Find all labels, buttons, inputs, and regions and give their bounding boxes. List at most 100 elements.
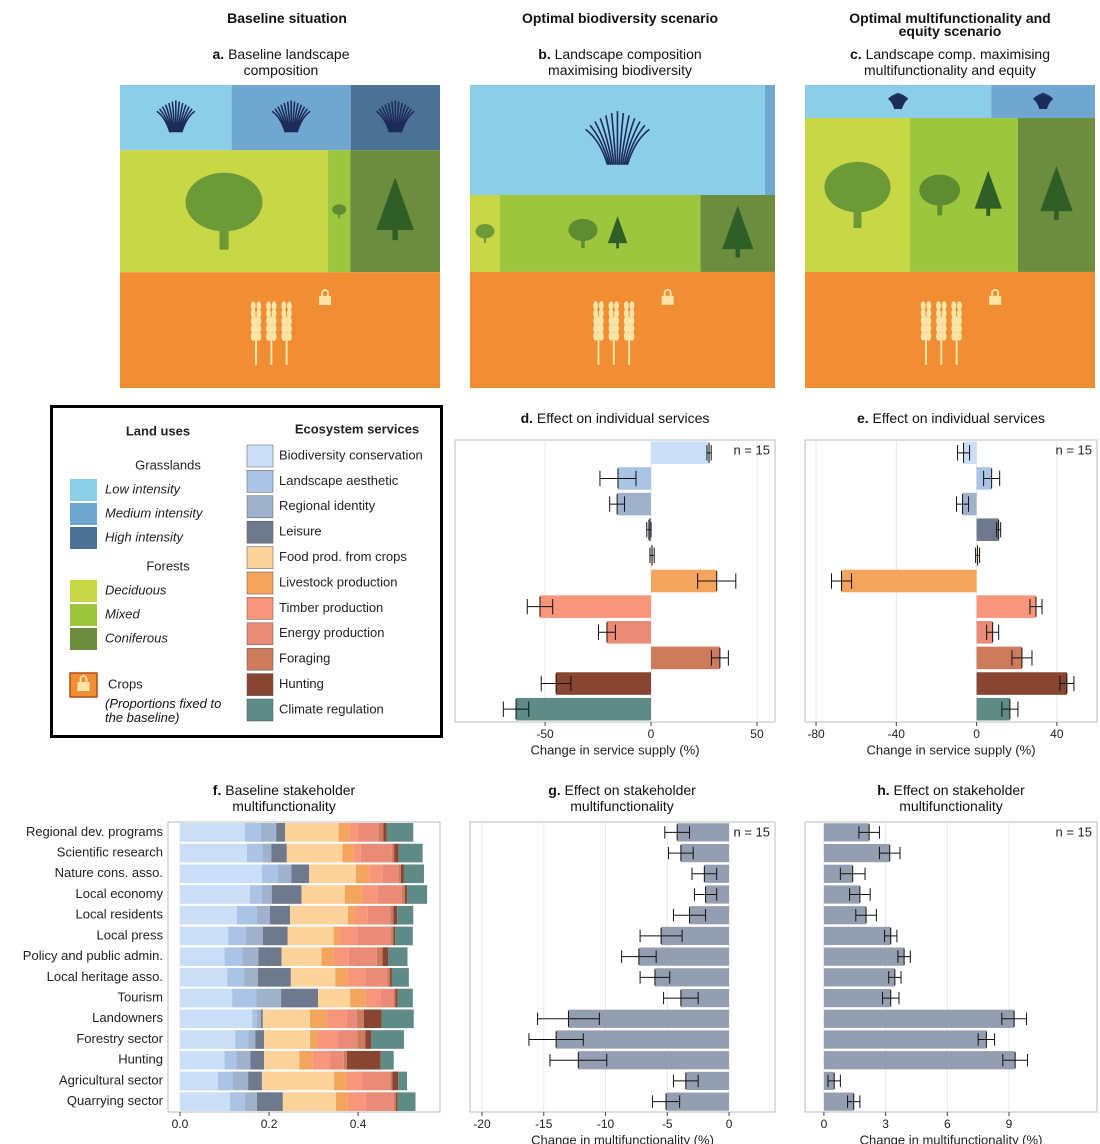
bar (651, 569, 717, 593)
icon (920, 331, 926, 341)
bar-segment (353, 843, 361, 863)
legend-label: Biodiversity conservation (279, 447, 423, 462)
bar-segment (398, 843, 423, 863)
icon (986, 207, 991, 216)
bar-segment (398, 1071, 408, 1091)
bar-segment (261, 885, 272, 904)
legend-label: Medium intensity (105, 505, 204, 520)
icon (974, 170, 1002, 209)
y-tick-label: Local economy (76, 886, 164, 901)
icon (607, 216, 628, 244)
icon (156, 100, 196, 133)
annotation: n = 15 (733, 442, 770, 457)
error-bar (693, 886, 718, 903)
y-tick-label: Scientific research (57, 845, 163, 860)
legend-swatch (246, 444, 274, 468)
icon (271, 316, 277, 326)
error-bar (1011, 647, 1033, 668)
chart-title: h. Effect on stakeholder multifunctional… (841, 782, 1061, 814)
bar-segment (309, 864, 356, 884)
error-bar (526, 596, 554, 617)
icon (614, 324, 620, 334)
x-axis-label: Change in service supply (%) (530, 742, 699, 757)
bar-segment (342, 843, 354, 863)
icon (614, 331, 620, 341)
x-tick-label: -5 (662, 1117, 673, 1131)
bar-segment (363, 1009, 382, 1029)
x-tick-label: 9 (1006, 1117, 1013, 1131)
bar-segment (401, 885, 405, 904)
bar-segment (388, 947, 408, 966)
bar (976, 620, 993, 644)
icon (919, 174, 961, 206)
legend-swatch (70, 580, 97, 602)
bar (705, 885, 730, 904)
icon (271, 100, 311, 133)
y-tick-label: Hunting (118, 1052, 163, 1067)
bar-segment (257, 1009, 262, 1029)
icon (936, 301, 941, 311)
legend-label: Regional identity (279, 498, 376, 513)
bar (823, 1092, 854, 1111)
bar-segment (383, 823, 387, 842)
legend-swatch (246, 546, 274, 569)
icon (77, 682, 90, 691)
error-bar (549, 1052, 608, 1069)
chart-title: g. Effect on stakeholder multifunctional… (512, 782, 732, 814)
bar (963, 441, 977, 465)
bar-segment (394, 843, 399, 863)
icon (941, 331, 947, 341)
bar-segment (276, 823, 286, 842)
bar-segment (244, 968, 258, 987)
bar-segment (277, 864, 292, 884)
y-tick-label: Quarrying sector (67, 1093, 164, 1108)
icon (271, 308, 277, 318)
bar (976, 646, 1022, 670)
bar-segment (333, 926, 340, 946)
icon (623, 331, 629, 341)
bar-segment (335, 1092, 348, 1111)
x-tick-label: 40 (1050, 727, 1064, 741)
error-bar (849, 886, 871, 903)
error-bar (668, 844, 694, 862)
error-bar (1029, 596, 1043, 617)
error-bar (839, 865, 866, 882)
x-tick-label: 0 (821, 1117, 828, 1131)
bar-segment (237, 905, 258, 925)
icon (271, 324, 277, 334)
icon (256, 301, 262, 311)
error-bar (1002, 1052, 1028, 1069)
icon (614, 301, 620, 311)
icon (614, 308, 620, 318)
icon (663, 288, 672, 296)
error-bar (663, 989, 699, 1007)
icon (281, 301, 287, 311)
legend-swatch (246, 520, 274, 544)
icon (256, 324, 262, 334)
legend-label: Climate regulation (279, 701, 384, 716)
icon (623, 308, 629, 318)
legend-label: Coniferous (105, 630, 168, 645)
bar-segment (382, 864, 399, 884)
icon (936, 331, 941, 341)
bar-segment (387, 968, 390, 987)
bar (823, 885, 860, 904)
bar-segment (338, 823, 350, 842)
bar-segment (391, 968, 409, 987)
bar-segment (290, 968, 336, 987)
error-bar (621, 948, 657, 965)
icon (250, 308, 256, 318)
icon (281, 316, 287, 326)
icon (475, 224, 495, 239)
chart-title-text: Baseline stakeholder multifunctionality (225, 782, 356, 814)
icon (989, 295, 1002, 305)
error-bar (884, 927, 898, 945)
icon (593, 316, 599, 326)
bar-segment (299, 1050, 313, 1070)
error-bar (651, 1093, 681, 1110)
legend-label: Crops (108, 676, 143, 691)
icon (722, 205, 754, 250)
error-bar (597, 622, 616, 643)
bar-segment (258, 947, 282, 966)
error-bar (996, 519, 1002, 540)
